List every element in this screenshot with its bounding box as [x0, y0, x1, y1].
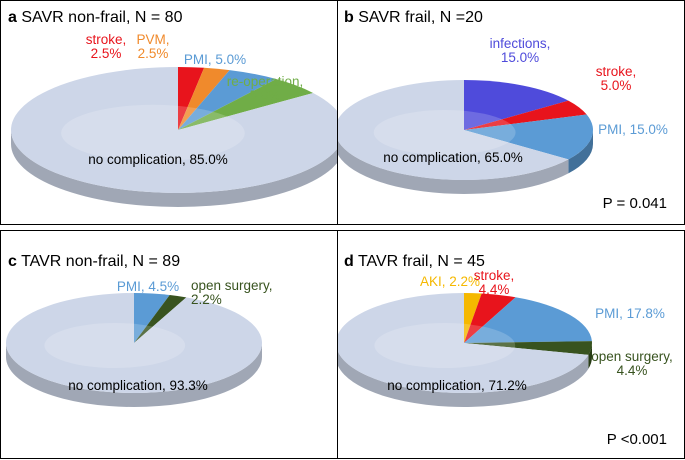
pie-slice-c-none — [5, 293, 262, 393]
slice-label-d-aki: AKI, 2.2% — [420, 274, 480, 289]
pie-slice-c-pmi — [134, 293, 170, 343]
slice-label-a-reop: re-operation, 5.0% — [227, 74, 304, 103]
pie-side-b-pmi — [568, 130, 593, 174]
pie-slice-d-aki — [464, 293, 482, 343]
slice-label-c-pmi: PMI, 4.5% — [117, 279, 179, 294]
pie-side-b-none — [338, 140, 569, 194]
pie-slice-c-open — [134, 294, 187, 343]
pie-slice-d-stroke — [464, 293, 516, 343]
pie-highlight-c — [44, 323, 186, 368]
pie-chart-c: c TAVR non-frail, N = 89 PMI, 4.5% open su… — [5, 253, 273, 407]
pie-chart-b: b SAVR frail, N =20 P = 0.041 infections, 1… — [338, 9, 668, 212]
slice-label-d-none: no complication, 71.2% — [387, 378, 527, 393]
slice-label-b-infection: infections, 15.0% — [490, 36, 551, 65]
panel-title-d: d TAVR frail, N = 45 — [344, 253, 485, 270]
panel-letter-c: c — [8, 253, 17, 270]
p-value-d: P <0.001 — [607, 431, 667, 448]
panel-title-a: a SAVR non-frail, N = 80 — [8, 9, 183, 26]
panel-title-text-a: SAVR non-frail, N = 80 — [17, 9, 183, 26]
pie-slice-a-stroke — [178, 67, 205, 130]
slice-label-b-pmi: PMI, 15.0% — [598, 122, 668, 137]
panel-letter-b: b — [344, 9, 354, 26]
pie-slice-b-pmi — [464, 114, 593, 160]
slice-label-b-none: no complication, 65.0% — [383, 150, 523, 165]
slice-label-a-pvm: PVM, 2.5% — [136, 32, 169, 61]
slice-label-a-none: no complication, 85.0% — [88, 152, 228, 167]
pie-slice-d-pmi — [464, 297, 592, 343]
pie-chart-d: d TAVR frail, N = 45 P <0.001 AKI, 2.2%str… — [338, 253, 673, 448]
panel-title-text-c: TAVR non-frail, N = 89 — [17, 253, 180, 270]
panel-title-c: c TAVR non-frail, N = 89 — [8, 253, 180, 270]
pie-side-d-none — [338, 351, 589, 407]
pie-slice-d-none — [338, 293, 589, 393]
panel-c: c TAVR non-frail, N = 89 PMI, 4.5% open su… — [0, 230, 339, 459]
pie-slice-b-stroke — [464, 100, 587, 130]
pie-slice-a-none — [11, 67, 340, 193]
pie-slice-a-reop — [178, 79, 314, 130]
pie-highlight-b — [373, 110, 516, 155]
pie-side-d-open — [588, 343, 592, 369]
slice-label-b-stroke: stroke, 5.0% — [596, 64, 637, 93]
slice-label-a-stroke: stroke, 2.5% — [86, 32, 127, 61]
slice-label-d-open: open surgery, 4.4% — [591, 349, 673, 378]
panel-letter-d: d — [344, 253, 354, 270]
panel-a: a SAVR non-frail, N = 80 stroke, 2.5% PVM, 2… — [0, 0, 340, 225]
p-value-b: P = 0.041 — [603, 195, 667, 212]
panel-d: d TAVR frail, N = 45 P <0.001 AKI, 2.2% str… — [337, 230, 685, 459]
pie-highlight-d — [374, 323, 516, 368]
pie-slice-d-open — [464, 341, 592, 355]
slice-label-d-stroke: stroke, 4.4% — [474, 268, 515, 297]
panel-title-b: b SAVR frail, N =20 — [344, 9, 483, 26]
pie-side-a-none — [11, 130, 340, 207]
slice-label-d-pmi: PMI, 17.8% — [595, 306, 665, 321]
pie-chart-a: a SAVR non-frail, N = 80 stroke, 2.5% PVM, 2… — [8, 9, 340, 207]
pie-slice-a-pmi — [178, 70, 277, 130]
pie-slice-b-none — [338, 80, 569, 180]
panel-b: b SAVR frail, N =20 P = 0.041 infections, 1… — [337, 0, 685, 225]
pie-side-c-none — [6, 343, 262, 407]
slice-label-c-none: no complication, 93.3% — [68, 378, 208, 393]
pie-slice-a-pvm — [178, 67, 230, 130]
slice-label-a-pmi: PMI, 5.0% — [184, 52, 246, 67]
slice-label-c-open: open surgery, 2.2% — [191, 278, 273, 307]
panel-letter-a: a — [8, 9, 17, 26]
panel-title-text-b: SAVR frail, N =20 — [354, 9, 483, 26]
pie-highlight-a — [61, 104, 245, 162]
pie-slice-b-infection — [464, 80, 569, 130]
panel-title-text-d: TAVR frail, N = 45 — [354, 253, 485, 270]
